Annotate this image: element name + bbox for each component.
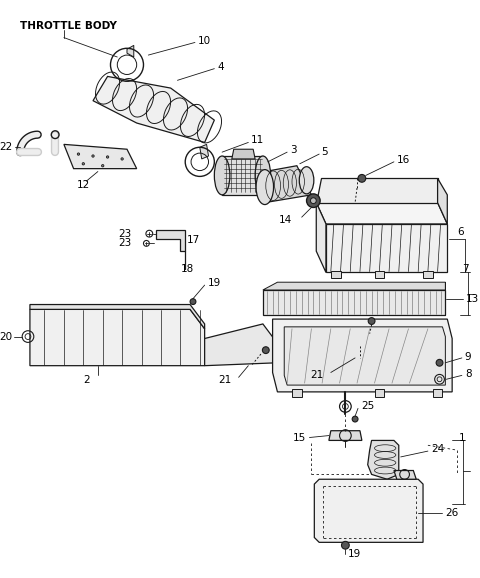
Polygon shape	[374, 271, 384, 279]
Text: 18: 18	[180, 264, 193, 273]
Text: 13: 13	[466, 294, 479, 303]
Polygon shape	[156, 230, 185, 251]
Text: 3: 3	[290, 145, 297, 155]
Text: 25: 25	[361, 402, 374, 412]
Text: 7: 7	[462, 264, 468, 273]
Text: THROTTLE BODY: THROTTLE BODY	[20, 21, 117, 31]
Text: 9: 9	[465, 352, 471, 362]
Text: 5: 5	[321, 147, 328, 157]
Circle shape	[263, 347, 269, 354]
Polygon shape	[374, 389, 384, 397]
Polygon shape	[433, 389, 443, 397]
Circle shape	[190, 299, 196, 305]
Circle shape	[358, 175, 366, 182]
Polygon shape	[316, 179, 438, 203]
Text: 24: 24	[431, 444, 444, 454]
Circle shape	[352, 416, 358, 422]
Circle shape	[368, 318, 375, 324]
Polygon shape	[200, 144, 208, 159]
Text: 6: 6	[457, 227, 464, 237]
Polygon shape	[438, 179, 447, 224]
Text: 1: 1	[459, 432, 466, 443]
Text: 20: 20	[0, 332, 12, 342]
Text: 21: 21	[310, 370, 323, 380]
Polygon shape	[423, 271, 433, 279]
Text: 21: 21	[218, 375, 232, 386]
Polygon shape	[93, 76, 215, 142]
Polygon shape	[273, 319, 452, 392]
Polygon shape	[368, 440, 399, 479]
Polygon shape	[265, 166, 312, 203]
Polygon shape	[394, 470, 416, 479]
Text: 23: 23	[119, 238, 132, 249]
Polygon shape	[232, 149, 255, 159]
Circle shape	[436, 360, 443, 366]
Polygon shape	[222, 156, 263, 195]
Polygon shape	[64, 144, 137, 169]
Circle shape	[307, 194, 320, 208]
Text: 2: 2	[84, 375, 90, 386]
Text: 14: 14	[279, 215, 292, 225]
Ellipse shape	[215, 156, 230, 195]
Text: 16: 16	[397, 155, 410, 165]
Ellipse shape	[256, 169, 274, 205]
Polygon shape	[30, 309, 204, 366]
Circle shape	[311, 198, 316, 203]
Polygon shape	[329, 431, 362, 440]
Circle shape	[82, 162, 84, 165]
Circle shape	[92, 155, 94, 157]
Text: 19: 19	[207, 278, 221, 288]
Text: 15: 15	[292, 432, 306, 443]
Polygon shape	[204, 324, 277, 366]
Text: 19: 19	[348, 549, 361, 559]
Text: 11: 11	[251, 135, 264, 146]
Polygon shape	[316, 203, 326, 272]
Text: 17: 17	[187, 235, 201, 246]
Text: 12: 12	[76, 180, 90, 190]
Polygon shape	[30, 305, 204, 329]
Circle shape	[341, 542, 349, 549]
Polygon shape	[292, 389, 302, 397]
Polygon shape	[316, 203, 447, 224]
Text: 26: 26	[445, 508, 458, 518]
Text: 4: 4	[217, 62, 224, 72]
Text: 10: 10	[198, 35, 211, 46]
Polygon shape	[331, 271, 340, 279]
Polygon shape	[326, 224, 447, 272]
Text: 8: 8	[465, 369, 471, 379]
Polygon shape	[263, 282, 445, 290]
Ellipse shape	[299, 166, 314, 194]
Ellipse shape	[255, 156, 271, 195]
Text: 22: 22	[0, 142, 12, 152]
Circle shape	[107, 156, 109, 158]
Polygon shape	[127, 45, 134, 57]
Polygon shape	[263, 290, 445, 315]
Circle shape	[121, 158, 123, 160]
Circle shape	[77, 153, 80, 155]
Polygon shape	[314, 479, 423, 542]
Circle shape	[102, 165, 104, 167]
Text: 23: 23	[119, 229, 132, 239]
Polygon shape	[284, 327, 445, 385]
